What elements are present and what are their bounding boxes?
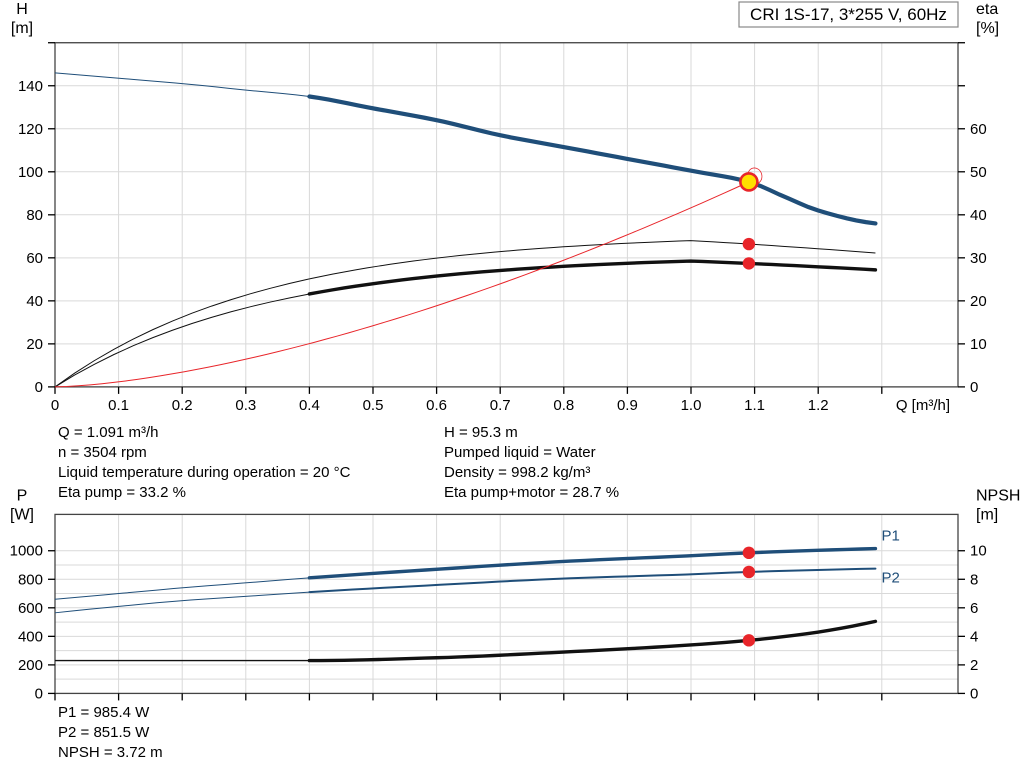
- svg-text:0.5: 0.5: [363, 397, 384, 414]
- svg-text:20: 20: [970, 293, 987, 310]
- svg-text:10: 10: [970, 543, 987, 560]
- svg-text:0: 0: [970, 685, 978, 702]
- svg-text:0: 0: [35, 379, 43, 396]
- svg-text:0: 0: [35, 685, 43, 702]
- svg-text:0.7: 0.7: [490, 397, 511, 414]
- svg-text:0: 0: [970, 379, 978, 396]
- svg-text:CRI 1S-17, 3*255 V, 60Hz: CRI 1S-17, 3*255 V, 60Hz: [750, 5, 947, 24]
- svg-text:0.1: 0.1: [108, 397, 129, 414]
- svg-text:2: 2: [970, 657, 978, 674]
- svg-text:1000: 1000: [10, 543, 43, 560]
- svg-text:[%]: [%]: [976, 20, 999, 37]
- svg-text:80: 80: [26, 207, 43, 224]
- svg-text:0.6: 0.6: [426, 397, 447, 414]
- svg-text:P2: P2: [881, 570, 899, 587]
- svg-text:8: 8: [970, 571, 978, 588]
- svg-text:1.1: 1.1: [744, 397, 765, 414]
- svg-text:NPSH: NPSH: [976, 487, 1020, 504]
- svg-text:[m]: [m]: [976, 506, 998, 523]
- svg-text:60: 60: [970, 121, 987, 138]
- svg-text:600: 600: [18, 600, 43, 617]
- svg-text:1.0: 1.0: [681, 397, 702, 414]
- svg-text:[W]: [W]: [10, 506, 34, 523]
- svg-text:30: 30: [970, 250, 987, 267]
- svg-text:1.2: 1.2: [808, 397, 829, 414]
- svg-text:P: P: [17, 487, 28, 504]
- svg-text:100: 100: [18, 164, 43, 181]
- svg-text:6: 6: [970, 600, 978, 617]
- svg-text:eta: eta: [976, 1, 998, 18]
- svg-text:0: 0: [51, 397, 59, 414]
- svg-text:0.2: 0.2: [172, 397, 193, 414]
- svg-text:[m]: [m]: [11, 20, 33, 37]
- svg-text:4: 4: [970, 628, 978, 645]
- svg-text:40: 40: [970, 207, 987, 224]
- svg-text:H: H: [16, 1, 28, 18]
- svg-text:20: 20: [26, 336, 43, 353]
- svg-text:140: 140: [18, 78, 43, 95]
- svg-text:0.9: 0.9: [617, 397, 638, 414]
- svg-text:120: 120: [18, 121, 43, 138]
- svg-text:0.8: 0.8: [553, 397, 574, 414]
- svg-text:0.3: 0.3: [235, 397, 256, 414]
- svg-text:P1: P1: [881, 528, 899, 545]
- svg-text:0.4: 0.4: [299, 397, 320, 414]
- svg-text:50: 50: [970, 164, 987, 181]
- svg-text:10: 10: [970, 336, 987, 353]
- svg-text:Q [m³/h]: Q [m³/h]: [896, 397, 950, 414]
- svg-text:60: 60: [26, 250, 43, 267]
- svg-text:400: 400: [18, 628, 43, 645]
- svg-text:800: 800: [18, 571, 43, 588]
- svg-text:40: 40: [26, 293, 43, 310]
- svg-text:200: 200: [18, 657, 43, 674]
